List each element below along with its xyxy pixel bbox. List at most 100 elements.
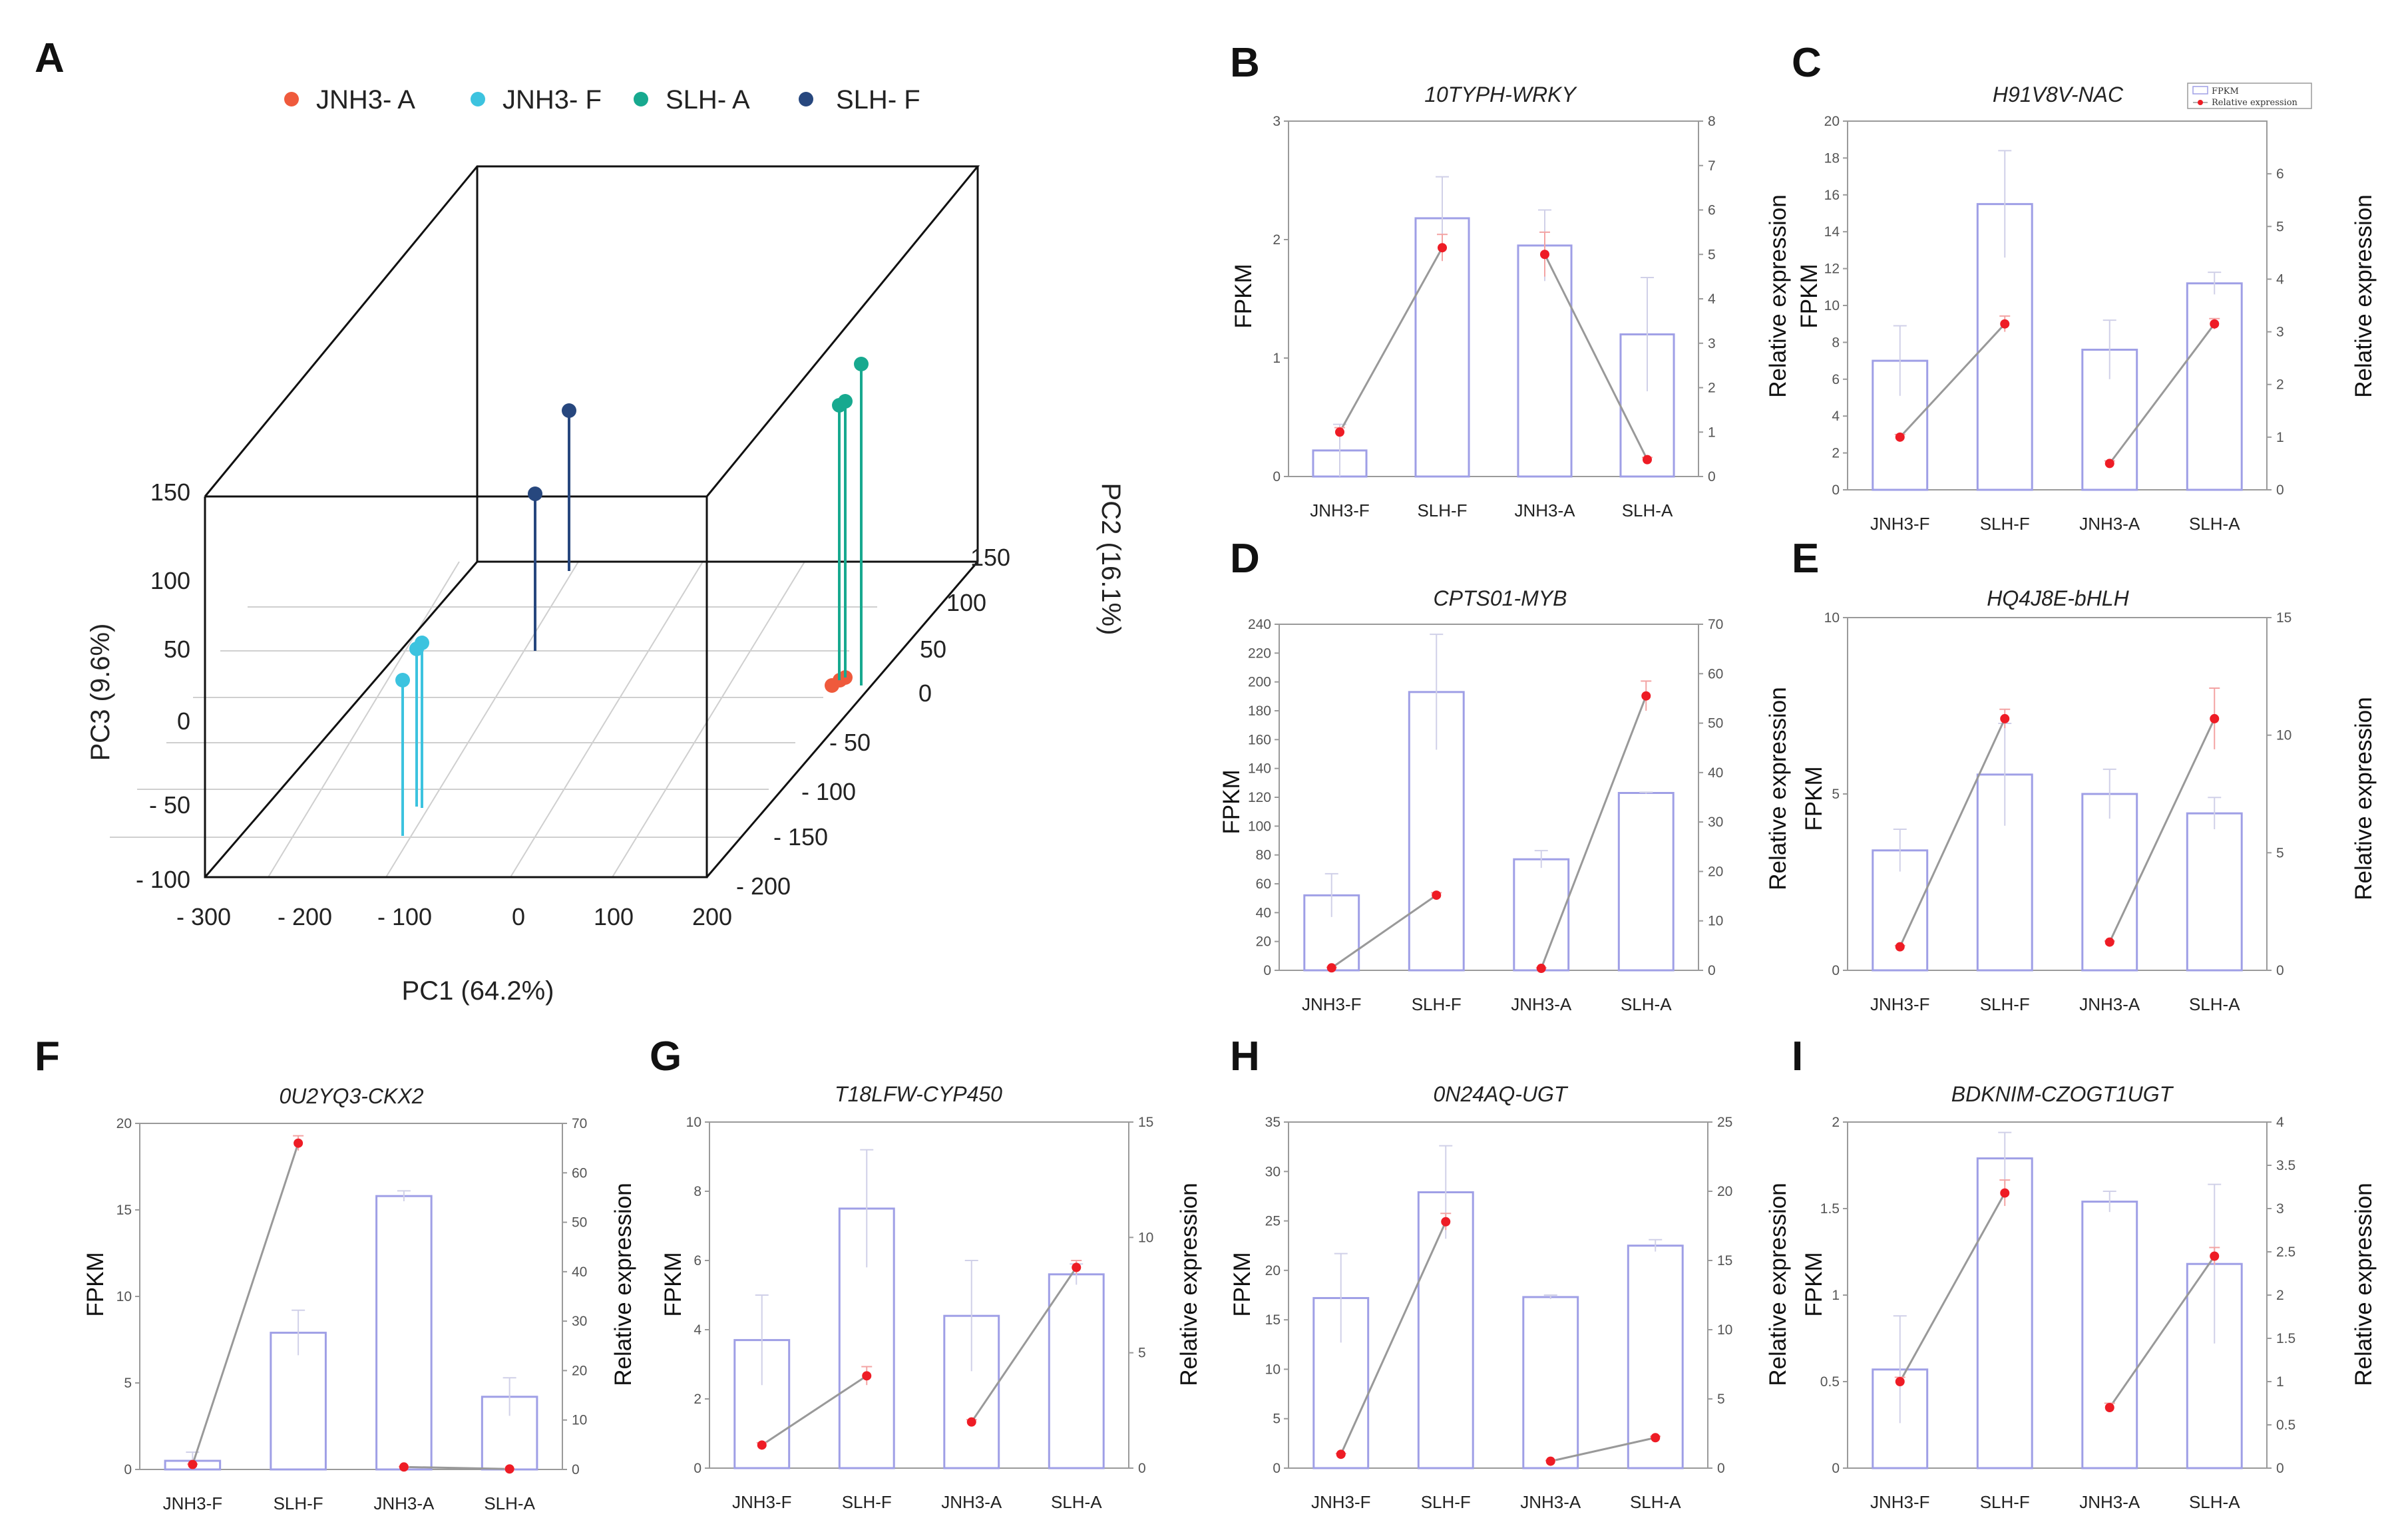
- relative-expression-line: [1330, 894, 1438, 969]
- pca-point-slh-a: [838, 394, 853, 409]
- relative-expression-point: [399, 1462, 409, 1472]
- fpkm-bar: [2186, 812, 2243, 972]
- pca-y-tick: - 100: [801, 778, 856, 805]
- y2-axis-title: Relative expression: [610, 1183, 636, 1386]
- y2-tick-label: 20: [1717, 1184, 1732, 1199]
- plot-area: 0 2 4 6 8 10 0 5 10 15 JNH3-F SLH-F JNH3-A SLH-A: [686, 1115, 1154, 1512]
- fpkm-error-bar: [1649, 1239, 1663, 1252]
- y2-tick-label: 3: [2276, 1201, 2284, 1217]
- pca-y-tick: 150: [970, 544, 1010, 571]
- chart-title: HQ4J8E-bHLH: [1987, 586, 2129, 610]
- category-label: JNH3-F: [1870, 514, 1930, 534]
- y-tick-label: 40: [1256, 905, 1271, 920]
- relative-expression-point: [2000, 1188, 2010, 1198]
- chart-title: T18LFW-CYP450: [835, 1082, 1002, 1106]
- y2-tick-label: 15: [2276, 610, 2291, 626]
- legend-bar-swatch: [2192, 86, 2208, 95]
- panel-letter-i: I: [1792, 1034, 1803, 1079]
- relative-expression-line: [761, 1375, 868, 1446]
- relative-expression-point: [2104, 459, 2114, 469]
- pca-x-tick: - 200: [278, 903, 332, 930]
- category-label: SLH-A: [1622, 500, 1673, 520]
- legend-label-jnh3-f: JNH3- F: [502, 85, 602, 114]
- fpkm-bar: [375, 1195, 433, 1471]
- y-tick-label: 1: [1273, 351, 1281, 366]
- category-label: JNH3-A: [1511, 994, 1572, 1014]
- pca-x-tick: 200: [692, 903, 732, 930]
- pca-y-axis-title: PC2 (16.1%): [1096, 483, 1125, 636]
- y2-axis-title: Relative expression: [1765, 1183, 1791, 1386]
- relative-expression-point: [1651, 1433, 1661, 1443]
- panel-letter-g: G: [650, 1034, 682, 1079]
- pca-z-tick: - 50: [149, 791, 190, 819]
- relative-expression-point: [1545, 1456, 1555, 1466]
- legend-label-relative-expression: Relative expression: [2212, 98, 2298, 108]
- fpkm-error-bar: [2102, 768, 2116, 819]
- y2-tick-label: 0: [2276, 963, 2284, 978]
- y-tick-label: 0: [1273, 469, 1281, 484]
- plot-frame: [139, 1123, 563, 1470]
- fpkm-error-bar: [2102, 319, 2116, 379]
- y2-tick-label: 0: [1708, 963, 1716, 978]
- pca-point-jnh3-f: [415, 636, 429, 650]
- relative-expression-point: [1326, 963, 1336, 973]
- plot-frame: [709, 1121, 1129, 1469]
- y-tick-label: 4: [1832, 409, 1840, 424]
- pca-point: [528, 486, 542, 651]
- y-tick-label: 2: [1832, 446, 1840, 461]
- category-label: JNH3-F: [1310, 500, 1370, 520]
- relative-expression-line: [1899, 1192, 2006, 1382]
- y-tick-label: 20: [1824, 114, 1840, 129]
- fpkm-bar: [1048, 1273, 1105, 1469]
- y2-tick-label: 0: [2276, 482, 2284, 498]
- relative-expression-line: [2108, 1255, 2216, 1408]
- pca-x-tick: - 300: [176, 903, 231, 930]
- plot-frame: [1847, 1121, 2268, 1469]
- y2-tick-label: 4: [2276, 272, 2284, 287]
- y2-tick-label: 5: [1708, 247, 1716, 262]
- y-tick-label: 0: [1832, 963, 1840, 978]
- plot-frame: [1279, 624, 1699, 971]
- y2-tick-label: 0: [1717, 1461, 1725, 1476]
- pca-z-tick: 50: [164, 636, 190, 663]
- y-tick-label: 0: [1263, 963, 1271, 978]
- y-tick-label: 6: [1832, 372, 1840, 387]
- plot-area: 0 5 10 15 20 0 10 20 30 40 50 60 70 JNH3-F SLH-F JNH3-A…: [116, 1116, 588, 1513]
- y2-tick-label: 30: [1708, 815, 1723, 830]
- y2-tick-label: 2: [2276, 1288, 2284, 1303]
- relative-expression-line: [1543, 254, 1649, 461]
- y-tick-label: 220: [1248, 646, 1271, 661]
- fpkm-error-bar: [964, 1260, 978, 1372]
- category-label: SLH-A: [2189, 1492, 2240, 1512]
- y-tick-label: 15: [1265, 1312, 1281, 1328]
- relative-expression-point: [1895, 432, 1905, 442]
- plot-area: 0 5 10 15 20 25 30 35 0 5 10 15 20 25 JNH3-F SLH-F JNH3-…: [1265, 1115, 1733, 1512]
- plot-area: 0 1 2 3 0 1 2 3 4 5 6 7 8 JNH3-F SLH-F JNH3-A SLH-A: [1273, 114, 1716, 520]
- fpkm-error-bar: [1893, 1315, 1907, 1424]
- category-label: SLH-F: [1417, 500, 1467, 520]
- category-label: JNH3-A: [373, 1493, 435, 1513]
- fpkm-error-bar: [2208, 797, 2222, 829]
- panel-letter-c: C: [1792, 40, 1822, 86]
- y-tick-label: 8: [1832, 335, 1840, 350]
- legend-box: [2187, 83, 2312, 109]
- pca-y-tick: - 50: [829, 729, 871, 756]
- pca-y-tick: 100: [946, 589, 986, 616]
- y2-tick-label: 10: [572, 1413, 587, 1428]
- relative-expression-line: [1550, 1436, 1656, 1463]
- y-tick-label: 5: [1832, 787, 1840, 802]
- y2-tick-label: 10: [2276, 728, 2291, 743]
- legend-marker-jnh3-f: [471, 92, 485, 106]
- relative-expression-point: [2000, 319, 2010, 329]
- chart-panel-g: G T18LFW-CYP450 FPKM Relative expression…: [650, 1034, 1202, 1512]
- pca-x-axis-title: PC1 (64.2%): [402, 976, 554, 1006]
- y2-tick-label: 4: [2276, 1115, 2284, 1130]
- y2-tick-label: 1.5: [2276, 1331, 2295, 1346]
- plot-area: 0 5 10 0 5 10 15 JNH3-F SLH-F JNH3-A SLH-A: [1824, 610, 2292, 1014]
- fpkm-error-bar: [1641, 276, 1654, 391]
- category-label: JNH3-F: [732, 1492, 792, 1512]
- fpkm-error-bar: [1334, 1252, 1348, 1343]
- pca-y-tick: - 200: [736, 872, 791, 900]
- relative-expression-point: [966, 1417, 976, 1427]
- relative-expression-line: [1899, 718, 2006, 948]
